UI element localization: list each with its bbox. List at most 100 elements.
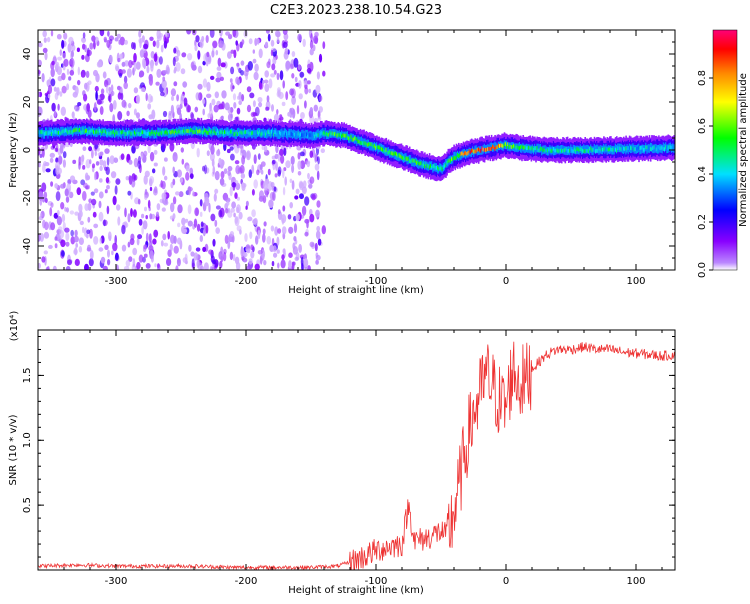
- spectrogram-ridge-cell: [528, 145, 530, 150]
- spectrogram-ridge-cell: [554, 148, 556, 153]
- spectrogram-noise-cell: [39, 199, 43, 206]
- spectrogram-noise-cell: [288, 226, 294, 234]
- spectrogram-noise-cell: [309, 241, 315, 248]
- spectrogram-noise-cell: [257, 229, 261, 240]
- spectrogram-ridge-cell: [249, 131, 252, 136]
- spectrogram-noise-cell: [248, 169, 252, 179]
- spectrogram-noise-cell: [233, 102, 237, 109]
- spectrogram-noise-cell: [187, 186, 192, 196]
- spectrogram-noise-cell: [149, 151, 155, 162]
- spectrogram-noise-cell: [291, 73, 295, 79]
- spectrogram-noise-cell: [281, 254, 285, 260]
- spectrogram-noise-cell: [163, 40, 168, 49]
- spectrogram-ridge-cell: [69, 129, 72, 134]
- spectrogram-ridge-cell: [405, 156, 407, 160]
- y-tick-label: 1.0: [22, 432, 33, 448]
- spectrogram-noise-cell: [282, 30, 288, 35]
- spectrogram-ridge-cell: [372, 144, 375, 149]
- spectrogram-ridge-cell: [532, 147, 535, 152]
- spectrogram-noise-cell: [176, 257, 181, 267]
- spectrogram-ridge-cell: [493, 145, 495, 150]
- spectrogram-noise-cell: [285, 91, 289, 101]
- spectrogram-ridge-cell: [449, 159, 452, 163]
- spectrogram-noise-cell: [290, 107, 295, 115]
- spectrogram-ridge-cell: [544, 149, 547, 153]
- spectrogram-noise-cell: [77, 66, 81, 76]
- spectrogram-noise-cell: [215, 205, 221, 210]
- spectrogram-ridge-cell: [611, 147, 613, 152]
- spectrogram-ridge-cell: [646, 145, 648, 154]
- spectrogram-noise-cell: [155, 211, 160, 218]
- spectrogram-noise-cell: [132, 209, 137, 218]
- spectrogram-ridge-cell: [74, 128, 76, 133]
- spectrogram-ridge-cell: [514, 144, 516, 149]
- spectrogram-ridge-cell: [475, 145, 478, 154]
- spectrogram-ridge-cell: [541, 146, 543, 156]
- spectrogram-ridge-cell: [663, 147, 666, 152]
- spectrogram-noise-cell: [264, 83, 270, 92]
- spectrogram-ridge-cell: [413, 158, 416, 167]
- spectrogram-noise-cell: [51, 102, 56, 112]
- spectrogram-ridge-cell: [274, 130, 276, 134]
- spectrogram-ridge-cell: [401, 156, 404, 160]
- spectrogram-noise-cell: [99, 93, 105, 101]
- spectrogram-ridge-cell: [104, 129, 107, 134]
- colorbar-tick-label: 0.0: [697, 262, 708, 278]
- spectrogram-ridge-cell: [421, 163, 424, 168]
- spectrogram-noise-cell: [273, 69, 277, 75]
- spectrogram-noise-cell: [156, 203, 161, 211]
- spectrogram-noise-cell: [230, 207, 235, 213]
- spectrogram-noise-cell: [118, 39, 121, 45]
- spectrogram-noise-cell: [53, 86, 58, 92]
- spectrogram-noise-cell: [214, 219, 218, 227]
- spectrogram-noise-cell: [240, 173, 246, 179]
- spectrogram-ridge-cell: [431, 161, 433, 170]
- spectrogram-noise-cell: [38, 59, 42, 67]
- spectrogram-noise-cell: [303, 258, 309, 268]
- spectrogram-ridge-cell: [284, 132, 287, 137]
- spectrogram-ridge-cell: [573, 147, 576, 152]
- spectrogram-noise-cell: [280, 154, 285, 164]
- y-tick-label: 1.5: [22, 367, 33, 383]
- spectrogram-noise-cell: [42, 30, 47, 38]
- spectrogram-ridge-cell: [515, 145, 517, 150]
- spectrogram-noise-cell: [257, 153, 261, 160]
- spectrogram-ridge-cell: [158, 132, 161, 137]
- spectrogram-noise-cell: [167, 230, 170, 240]
- spectrogram-noise-cell: [250, 111, 256, 118]
- spectrogram-noise-cell: [126, 68, 132, 78]
- spectrogram-ridge-cell: [95, 130, 97, 134]
- spectrogram-ridge-cell: [282, 133, 285, 138]
- spectrogram-noise-cell: [56, 33, 62, 40]
- spectrogram-ridge-cell: [231, 129, 233, 134]
- spectrogram-ridge-cell: [477, 147, 480, 152]
- spectrogram-ridge-cell: [335, 131, 337, 136]
- spectrogram-noise-cell: [65, 196, 70, 203]
- spectrogram-noise-cell: [241, 39, 245, 45]
- spectrogram-ridge-cell: [578, 148, 581, 153]
- spectrogram-ridge-cell: [369, 141, 371, 151]
- spectrogram-noise-cell: [226, 200, 230, 206]
- spectrogram-ridge-cell: [200, 130, 203, 135]
- spectrogram-ridge-cell: [61, 130, 63, 134]
- spectrogram-ridge-cell: [324, 127, 327, 137]
- spectrogram-ridge-cell: [81, 130, 83, 135]
- spectrogram-noise-cell: [293, 236, 297, 242]
- spectrogram-ridge-cell: [118, 132, 121, 137]
- spectrogram-ridge-cell: [489, 147, 492, 151]
- spectrogram-noise-cell: [52, 265, 57, 270]
- spectrogram-ridge-cell: [479, 148, 481, 153]
- spectrogram-ridge-cell: [447, 159, 450, 164]
- spectrogram-ridge-cell: [70, 130, 73, 135]
- spectrogram-ridge-cell: [149, 132, 151, 136]
- spectrogram-ridge-cell: [499, 144, 501, 148]
- spectrogram-noise-cell: [38, 234, 41, 242]
- spectrogram-noise-cell: [254, 263, 260, 270]
- spectrogram-noise-cell: [114, 234, 117, 245]
- spectrogram-noise-cell: [133, 61, 137, 72]
- spectrogram-noise-cell: [263, 145, 268, 153]
- spectrogram-noise-cell: [49, 152, 55, 158]
- spectrogram-noise-cell: [50, 181, 54, 187]
- spectrogram-noise-cell: [145, 232, 149, 242]
- spectrogram-ridge-cell: [163, 130, 165, 135]
